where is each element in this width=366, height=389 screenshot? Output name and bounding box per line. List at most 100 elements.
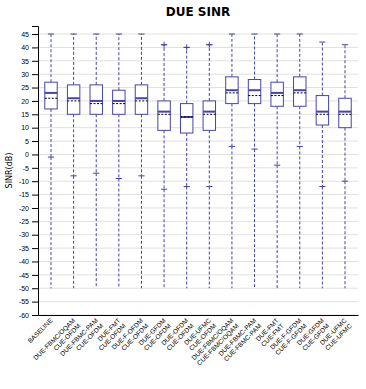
- tick: 40: [21, 44, 38, 51]
- whisker: [164, 45, 165, 101]
- grid-line: [38, 127, 358, 128]
- box: [67, 85, 79, 114]
- tick: 5: [25, 138, 38, 145]
- chart: -60-55-50-45-40-35-30-25-20-15-10-505101…: [0, 0, 366, 389]
- whisker: [344, 45, 345, 99]
- whisker: [277, 106, 278, 165]
- whisker-extension: [164, 189, 165, 288]
- whisker: [254, 104, 255, 149]
- grid-line: [38, 167, 358, 168]
- box: [226, 77, 238, 104]
- whisker-extension: [141, 176, 142, 288]
- mean: [271, 95, 283, 96]
- box-plot: [113, 34, 125, 288]
- tick-label: 5: [25, 138, 29, 145]
- tick: -5: [23, 165, 38, 172]
- box: [203, 101, 215, 130]
- tick: -60: [19, 312, 38, 319]
- whisker-cap: [342, 44, 348, 45]
- tick-mark: [32, 275, 38, 276]
- grid-line: [38, 221, 358, 222]
- tick: 45: [21, 31, 38, 38]
- whisker-extension: [231, 146, 232, 288]
- whisker-cap: [297, 34, 303, 35]
- tick-label: -55: [19, 298, 29, 305]
- whisker: [141, 34, 142, 85]
- box-plot: [90, 34, 102, 288]
- whisker: [299, 106, 300, 146]
- tick-label: 0: [25, 151, 29, 158]
- tick: 30: [21, 71, 38, 78]
- whisker-extension: [118, 179, 119, 289]
- tick: 0: [25, 151, 38, 158]
- grid-line: [38, 234, 358, 235]
- median: [316, 111, 328, 113]
- box-plot: [316, 42, 328, 288]
- whisker: [231, 34, 232, 77]
- whisker-cap: [342, 181, 348, 182]
- box-plot: [339, 45, 351, 289]
- axis-title: SINR(dB): [5, 153, 14, 189]
- whisker-cap: [206, 186, 212, 187]
- tick: -35: [19, 245, 38, 252]
- whisker-cap: [71, 34, 77, 35]
- whisker-extension: [209, 187, 210, 289]
- tick-mark: [32, 288, 38, 289]
- whisker-extension: [51, 157, 52, 288]
- grid-line: [38, 274, 358, 275]
- tick-label: -40: [19, 258, 29, 265]
- tick-label: 35: [21, 58, 29, 65]
- title: DUE SINR: [166, 5, 230, 19]
- tick: 20: [21, 98, 38, 105]
- whisker: [299, 34, 300, 77]
- whisker-cap: [138, 175, 144, 176]
- box-plot: [294, 34, 306, 288]
- whisker-cap: [229, 146, 235, 147]
- tick: DUE-UFMCCUE-UFMC: [318, 317, 353, 352]
- grid-line: [38, 141, 358, 142]
- axis-line: [32, 27, 39, 316]
- grid-line: [38, 60, 358, 61]
- tick-label: -60: [19, 312, 29, 319]
- box-plot: [67, 34, 79, 288]
- tick-mark: [32, 195, 38, 196]
- whisker: [209, 130, 210, 186]
- whisker: [231, 104, 232, 147]
- box-plot: [226, 34, 238, 288]
- median: [90, 100, 102, 102]
- box-plot: [180, 44, 192, 288]
- whisker-extension: [73, 176, 74, 288]
- whisker-cap: [48, 157, 54, 158]
- tick-mark: [32, 88, 38, 89]
- whisker: [186, 133, 187, 187]
- grid: [38, 34, 358, 315]
- mean: [135, 100, 147, 101]
- grid-line: [38, 261, 358, 262]
- tick-mark: [32, 261, 38, 262]
- whisker-extension: [254, 149, 255, 288]
- median: [248, 89, 260, 91]
- tick-label: 10: [21, 124, 29, 131]
- tick: -15: [19, 191, 38, 198]
- grid-line: [38, 207, 358, 208]
- median: [158, 111, 170, 113]
- tick: 25: [21, 84, 38, 91]
- box-plot: [271, 34, 283, 288]
- tick-mark: [32, 208, 38, 209]
- median: [67, 97, 79, 99]
- whisker: [51, 109, 52, 157]
- tick-label: -50: [19, 285, 29, 292]
- tick-label: -15: [19, 191, 29, 198]
- tick-mark: [32, 315, 38, 316]
- box: [316, 96, 328, 125]
- tick-label: -20: [19, 205, 29, 212]
- whisker-cap: [71, 175, 77, 176]
- tick-mark: [32, 74, 38, 75]
- box: [248, 80, 260, 104]
- grid-line: [38, 100, 358, 101]
- whisker: [254, 34, 255, 79]
- flier: [184, 44, 190, 50]
- grid-line: [38, 87, 358, 88]
- whisker-cap: [297, 146, 303, 147]
- box: [294, 77, 306, 106]
